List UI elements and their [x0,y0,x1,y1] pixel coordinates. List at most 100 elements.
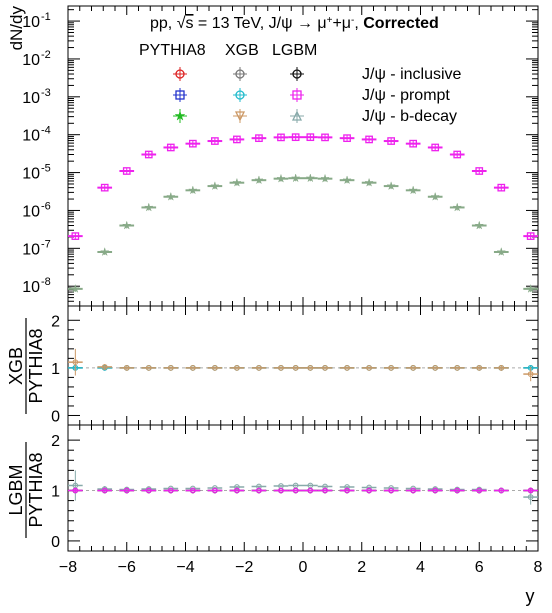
data-point [321,133,329,142]
y-tick-label: 10 [22,279,40,296]
series-b-decay [68,173,538,294]
ratio-series [68,487,538,494]
ratio-point [145,365,152,371]
ratio-point [189,365,196,371]
data-point [144,150,153,159]
y-tick-label-exponent: -6 [41,200,51,212]
header-s: s [185,15,193,32]
ratio-y-tick-label: 0 [51,408,60,425]
ratio-point [476,365,483,371]
ratio-point [292,487,299,494]
ratio-lgbm-numerator: LGBM [6,464,26,515]
data-point [291,133,300,142]
ratio-point [498,365,505,371]
data-point [364,177,374,187]
data-point [121,220,132,230]
legend-row-inclusive: J/ψ - inclusive [362,66,462,83]
y-tick-label-exponent: -8 [41,276,51,288]
x-tick-label: 8 [534,559,543,576]
data-point [211,137,219,145]
ratio-point [527,487,534,494]
y-tick-label-exponent: -4 [41,125,51,137]
data-point [143,202,154,212]
ratio-point [322,483,328,490]
header-sep: , [354,15,363,32]
ratio-point [256,487,262,494]
y-tick-label-exponent: -3 [41,87,51,99]
ratio-point [123,365,130,371]
legend-marker [292,90,302,100]
data-point [474,220,485,230]
legend-marker [174,110,186,121]
data-point [408,185,419,195]
y-axis-title: dN/dy [7,6,26,51]
y-tick-label: 10 [22,203,40,220]
ratio-panel-lgbm-frame [67,424,539,552]
ratio-xgb-ylabel: XGB PYTHIA8 [6,318,46,414]
data-point [452,202,463,212]
y-tick-label-exponent: -2 [41,49,51,61]
ratio-point [212,365,218,371]
data-point [320,173,330,183]
ratio-point [72,359,79,366]
ratio-point [366,487,372,494]
ratio-point [167,487,174,494]
header-corrected: Corrected [363,15,439,32]
legend-markers [173,67,304,123]
data-point [365,135,373,144]
data-point [343,134,351,143]
ratio-point [388,487,394,494]
ratio-point [101,487,108,494]
header-sqrt: √ [177,15,186,32]
y-tick-label-exponent: -7 [41,238,51,250]
data-point [71,232,80,240]
ratio-xgb-denominator: PYTHIA8 [26,328,46,403]
data-point [386,180,397,191]
ratio-xgb-numerator: XGB [6,347,26,385]
x-tick-label: 2 [357,559,366,576]
ratio-panel-xgb-frame [67,305,539,426]
ratio-point [454,365,461,371]
ratio-point [307,487,314,494]
ratio-point [344,365,350,371]
data-point [475,167,484,175]
header-prefix: pp, [150,15,177,32]
y-tick-label-exponent: -1 [41,11,51,23]
ratio-point [145,487,152,494]
axis-ticks [67,6,539,551]
ratio-point [256,483,262,490]
x-tick-label: −4 [176,559,194,576]
ratio-point [278,365,284,371]
x-axis-title: y [526,586,535,606]
ratio-point [292,365,299,371]
y-tick-label: 10 [22,52,40,69]
ratio-point [189,487,196,494]
data-point [305,173,316,183]
data-point [431,143,440,152]
ratio-point [527,494,534,500]
legend-marker [235,90,245,100]
data-point [496,246,507,257]
ratio-y-tick-label: 0 [51,534,60,551]
ratio-point [123,487,130,494]
legend-col-pythia8: PYTHIA8 [139,42,206,59]
header-energy: = 13 TeV, J/ψ → μ [193,15,326,32]
ratio-point [366,365,372,371]
ratio-point [344,484,350,490]
ratio-y-tick-label: 1 [51,484,60,501]
legend-marker [175,69,185,79]
x-tick-label: −8 [59,559,77,576]
data-point [99,246,110,257]
header-mid: +μ [332,15,351,32]
data-point [70,283,81,294]
data-point [430,191,441,201]
data-point [342,175,352,185]
ratio-point [410,487,417,494]
header-plus: + [327,15,333,26]
x-tick-label: 0 [299,559,308,576]
ratio-lgbm-ylabel: LGBM PYTHIA8 [6,442,46,538]
ratio-point [527,371,534,377]
legend-marker [291,110,303,121]
